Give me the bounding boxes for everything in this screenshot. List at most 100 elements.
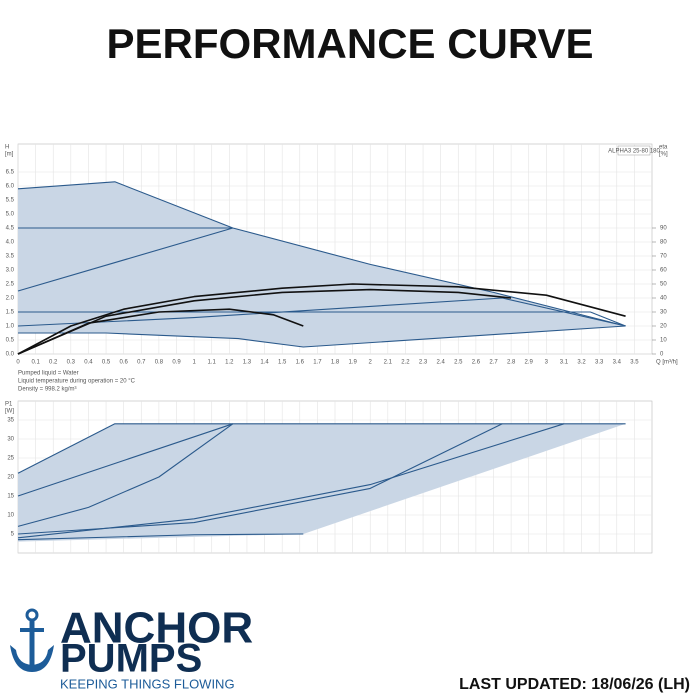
y2-tick-label: 90 [660, 226, 667, 232]
x-tick-label: 2.5 [454, 360, 463, 366]
x-tick-label: 1.1 [208, 360, 217, 366]
x-tick-label: 2.1 [384, 360, 393, 366]
x-tick-label: 0.2 [49, 360, 58, 366]
x-tick-label: 0.4 [84, 360, 93, 366]
model-box [617, 145, 651, 156]
x-tick-label: 3.2 [577, 360, 586, 366]
y-tick-label: 20 [7, 475, 14, 481]
y-tick-label: 2.0 [6, 296, 15, 302]
y2-tick-label: 80 [660, 240, 667, 246]
x-tick-label: 3 [545, 360, 549, 366]
model-label: ALPHA3 25-80 180 [608, 148, 660, 154]
y-tick-label: 30 [7, 437, 14, 443]
y-tick-label: 1.0 [6, 324, 15, 330]
x-tick-label: 2.2 [401, 360, 410, 366]
annotation: Pumped liquid = Water [18, 371, 79, 377]
x-tick-label: 0.1 [31, 360, 40, 366]
x-tick-label: 2.3 [419, 360, 428, 366]
y-tick-label: 3.0 [6, 268, 15, 274]
curve [17, 227, 234, 292]
y2-axis-label: eta [659, 145, 668, 151]
curve [17, 297, 626, 327]
x-tick-label: 0.5 [102, 360, 111, 366]
x-tick-label: 1 [192, 360, 196, 366]
x-tick-label: 3.4 [613, 360, 622, 366]
y-tick-label: 0.0 [6, 352, 15, 358]
brand-line1: ANCHOR [60, 604, 253, 653]
operating-area [18, 423, 626, 542]
x-tick-label: 1.4 [260, 360, 269, 366]
x-tick-label: 0.8 [155, 360, 164, 366]
curve [17, 288, 512, 355]
x-tick-label: 2.6 [472, 360, 481, 366]
x-tick-label: 0.7 [137, 360, 146, 366]
y2-tick-label: 50 [660, 282, 667, 288]
chart: 5 10 15 20 25 30 35 P1[W] [5, 400, 653, 554]
y2-tick-label: 60 [660, 268, 667, 274]
x-tick-label: 2.7 [489, 360, 498, 366]
title: PERFORMANCE CURVE [107, 20, 594, 67]
brand-tagline: KEEPING THINGS FLOWING [60, 676, 235, 691]
annotation: Liquid temperature during operation = 20… [18, 379, 136, 385]
x-tick-label: 3.5 [630, 360, 639, 366]
x-tick-label: 0.6 [119, 360, 128, 366]
x-tick-label: 1.9 [348, 360, 357, 366]
x-tick-label: 1.6 [296, 360, 305, 366]
x-tick-label: 0.9 [172, 360, 181, 366]
y2-tick-label: 70 [660, 254, 667, 260]
x-tick-label: 2.4 [436, 360, 445, 366]
anchor-icon [10, 608, 54, 672]
x-tick-label: 0.3 [67, 360, 76, 366]
y-tick-label: 5 [11, 532, 15, 538]
curve [17, 308, 304, 355]
x-tick-label: 2 [369, 360, 373, 366]
y2-tick-label: 30 [660, 310, 667, 316]
y2-tick-label: 0 [660, 352, 664, 358]
y-tick-label: 2.5 [6, 282, 15, 288]
x-tick-label: 1.5 [278, 360, 287, 366]
y2-tick-label: 40 [660, 296, 667, 302]
y-tick-label: 4.5 [6, 226, 15, 232]
curve [18, 325, 626, 348]
curve [17, 423, 234, 497]
brand-line2: PUMPS [60, 637, 202, 681]
footer: LAST UPDATED: 18/06/26 (LH) [459, 676, 690, 693]
x-tick-label: 3.3 [595, 360, 604, 366]
x-tick-label: 1.8 [331, 360, 340, 366]
annotation: Density = 998.2 kg/m³ [18, 387, 77, 393]
x-tick-label: 1.3 [243, 360, 252, 366]
curve [17, 533, 304, 541]
y-tick-label: 5.5 [6, 198, 15, 204]
curve [17, 423, 626, 474]
x-tick-label: 1.2 [225, 360, 234, 366]
curve [18, 311, 626, 327]
y-tick-label: 5.0 [6, 212, 15, 218]
x-axis-label: Q [m³/h] [656, 360, 678, 366]
y2-tick-label: 10 [660, 338, 667, 344]
x-tick-label: 0 [16, 360, 20, 366]
y2-axis-unit: [%] [659, 152, 668, 158]
curve [17, 423, 234, 527]
y-axis-label: H [5, 145, 9, 151]
y-tick-label: 25 [7, 456, 14, 462]
chart: 0 0.1 0.2 0.3 0.4 0.5 0.6 0.7 0.8 0.9 1 1.1 1.2 1.3 1.… [5, 143, 678, 393]
x-tick-label: 1.7 [313, 360, 322, 366]
y-axis-unit: [m] [5, 152, 14, 158]
y-tick-label: 4.0 [6, 240, 15, 246]
y-axis-unit: [W] [5, 409, 14, 415]
curve [17, 181, 626, 327]
curve [17, 283, 626, 355]
curve [17, 423, 565, 539]
y-tick-label: 3.5 [6, 254, 15, 260]
y-tick-label: 15 [7, 494, 14, 500]
y-tick-label: 6.0 [6, 184, 15, 190]
y-axis-label: P1 [5, 402, 13, 408]
y-tick-label: 1.5 [6, 310, 15, 316]
x-tick-label: 2.9 [525, 360, 534, 366]
y2-tick-label: 20 [660, 324, 667, 330]
x-tick-label: 3.1 [560, 360, 569, 366]
y-tick-label: 6.5 [6, 170, 15, 176]
x-tick-label: 2.8 [507, 360, 516, 366]
